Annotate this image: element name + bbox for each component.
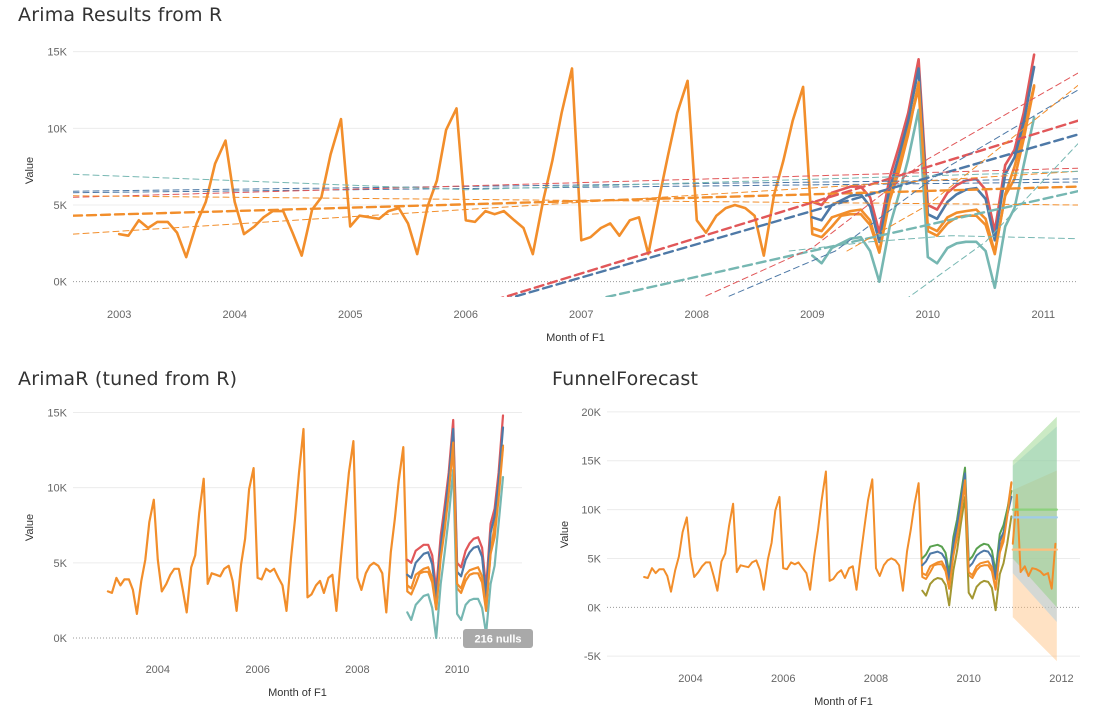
x-tick-label: 2008: [345, 664, 369, 676]
chart-title: Arima Results from R: [18, 4, 223, 26]
series-line[interactable]: [73, 181, 1078, 194]
y-tick-label: 10K: [581, 505, 601, 517]
arima-results-chart[interactable]: 0K 5K 10K 15K 2003 2004 2005 2006 2007 2008 2009 20…: [0, 0, 1100, 355]
x-tick-label: 2008: [864, 673, 888, 685]
funnel-forecast-chart[interactable]: -5K 0K 5K 10K 15K 20K 2004 2006 2008 2010 2012 Mont…: [540, 362, 1100, 723]
x-tick-label: 2004: [222, 309, 246, 321]
y-tick-label: 5K: [54, 200, 68, 212]
plot-area: [106, 414, 505, 640]
x-tick-label: 2011: [1032, 309, 1056, 321]
series-line[interactable]: [73, 167, 1078, 198]
series-line[interactable]: [495, 119, 1078, 300]
chart-title: ArimaR (tuned from R): [18, 368, 238, 390]
series-line[interactable]: [905, 143, 1078, 300]
x-axis-label: Month of F1: [546, 332, 605, 344]
y-tick-label: 0K: [588, 602, 602, 614]
chart-panel-arima-results: Arima Results from R 0K 5K 10K 15K 2003 2004 2…: [0, 0, 1100, 355]
series-line[interactable]: [846, 84, 1078, 252]
x-tick-label: 2003: [107, 309, 131, 321]
x-tick-label: 2004: [146, 664, 170, 676]
chart-panel-funnel-forecast: FunnelForecast -5K 0K 5K 10K 15K 20K 2004 2006 2…: [540, 362, 1100, 723]
y-axis-label: Value: [24, 157, 36, 184]
chart-panel-arimar-tuned: ArimaR (tuned from R) 0K 5K 10K 15K 2004 2006…: [0, 362, 540, 723]
y-axis-label: Value: [559, 521, 571, 548]
series-line[interactable]: [921, 479, 1013, 590]
x-axis-label: Month of F1: [814, 696, 873, 708]
y-tick-label: 15K: [47, 47, 67, 59]
x-tick-label: 2007: [569, 309, 593, 321]
series-line[interactable]: [720, 89, 1078, 300]
series-line[interactable]: [697, 72, 1078, 300]
x-tick-label: 2005: [338, 309, 362, 321]
y-tick-label: 10K: [47, 483, 67, 495]
y-tick-label: 5K: [588, 553, 602, 565]
series-line[interactable]: [73, 170, 1078, 235]
y-tick-label: 5K: [54, 558, 68, 570]
series-line[interactable]: [73, 170, 1078, 191]
plot-area: [643, 416, 1058, 662]
x-tick-label: 2010: [916, 309, 940, 321]
series-line[interactable]: [593, 189, 1078, 300]
y-tick-label: 0K: [54, 277, 68, 289]
x-axis-label: Month of F1: [268, 687, 327, 699]
series-line[interactable]: [73, 178, 1078, 192]
x-tick-label: 2004: [678, 673, 702, 685]
x-tick-label: 2006: [245, 664, 269, 676]
arimar-tuned-chart[interactable]: 0K 5K 10K 15K 2004 2006 2008 2010 Month of F1 Val…: [0, 362, 540, 723]
y-tick-label: 10K: [47, 123, 67, 135]
nulls-badge-label: 216 nulls: [474, 634, 521, 646]
series-line[interactable]: [73, 185, 1078, 217]
forecast-band: [1012, 416, 1057, 608]
series-line[interactable]: [1011, 493, 1057, 590]
x-tick-label: 2010: [445, 664, 469, 676]
series-line[interactable]: [406, 441, 505, 611]
chart-title: FunnelForecast: [552, 368, 699, 390]
y-tick-label: -5K: [584, 651, 602, 663]
x-tick-label: 2006: [454, 309, 478, 321]
nulls-badge-bg: [463, 629, 533, 648]
x-tick-label: 2008: [685, 309, 709, 321]
plot-area: [73, 53, 1078, 300]
series-line[interactable]: [73, 195, 1078, 206]
series-line[interactable]: [810, 81, 1036, 254]
y-tick-label: 15K: [581, 456, 601, 468]
x-tick-label: 2006: [771, 673, 795, 685]
y-tick-label: 20K: [581, 407, 601, 419]
nulls-badge[interactable]: 216 nulls: [463, 629, 533, 648]
x-tick-label: 2009: [800, 309, 824, 321]
y-tick-label: 0K: [54, 633, 68, 645]
x-tick-label: 2012: [1049, 673, 1073, 685]
series-line[interactable]: [788, 235, 1078, 252]
x-tick-label: 2010: [956, 673, 980, 685]
y-tick-label: 15K: [47, 408, 67, 420]
y-axis-label: Value: [24, 514, 36, 541]
